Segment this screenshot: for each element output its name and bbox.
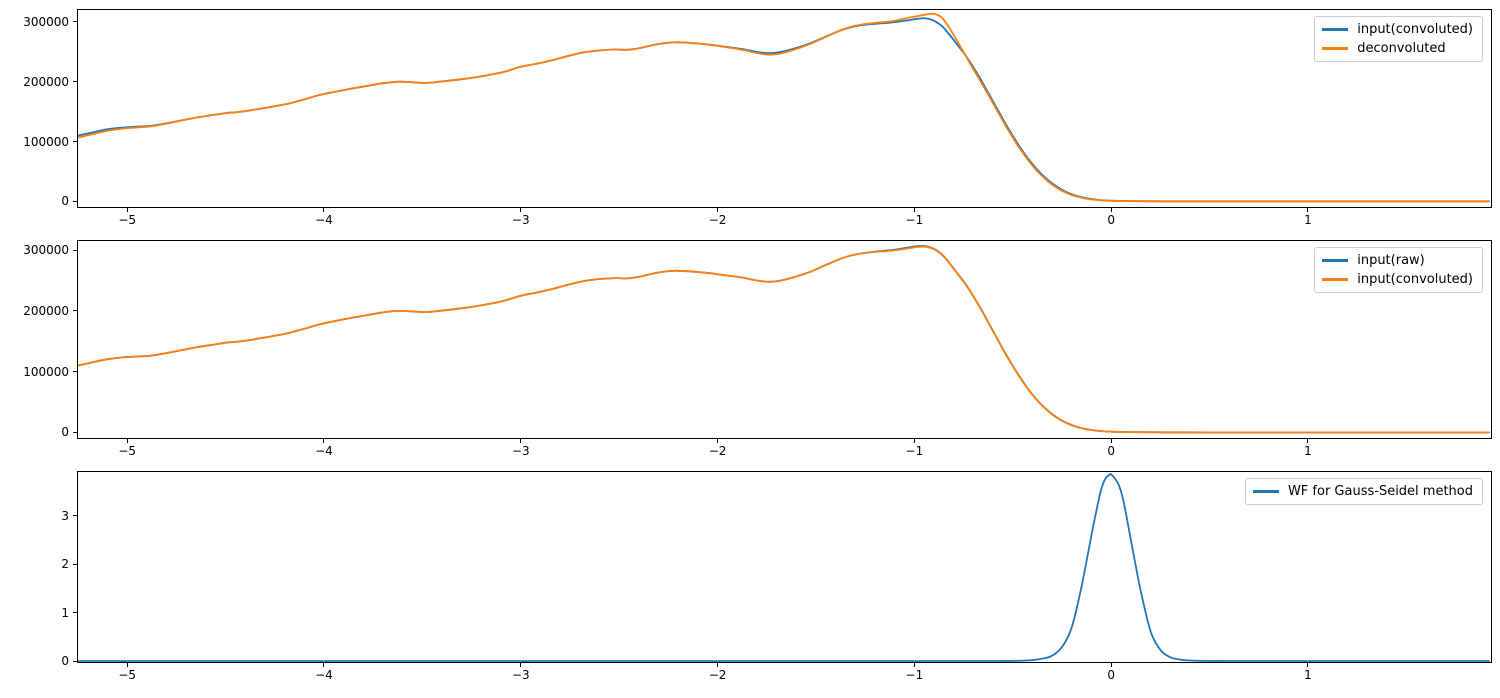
x-tick-label: 0 xyxy=(1107,444,1115,458)
subplot-1-legend: input(convoluted) deconvoluted xyxy=(1314,16,1483,62)
x-tick-mark xyxy=(913,208,915,212)
subplot-2-legend: input(raw) input(convoluted) xyxy=(1314,247,1483,293)
legend-line-sample xyxy=(1322,47,1349,50)
x-tick-label: −5 xyxy=(118,213,137,227)
legend-line-sample xyxy=(1252,490,1279,493)
x-tick-label: −3 xyxy=(511,213,530,227)
y-tick-label: 100000 xyxy=(23,364,69,379)
subplot-2-canvas xyxy=(78,244,1490,434)
x-tick-label: −3 xyxy=(511,444,530,458)
x-tick-mark xyxy=(323,439,325,443)
y-tick-mark xyxy=(73,81,77,83)
x-tick-label: 0 xyxy=(1107,213,1115,227)
legend-line-sample xyxy=(1322,28,1349,31)
y-tick-label: 100000 xyxy=(23,134,69,149)
x-tick-mark xyxy=(1110,439,1112,443)
subplot-3-axes: WF for Gauss-Seidel method −5 −4 −3 −2 −1 0 1 0… xyxy=(61,471,1492,682)
y-tick-label: 2 xyxy=(61,557,69,572)
y-tick-mark xyxy=(73,21,77,23)
legend-entry: deconvoluted xyxy=(1322,41,1473,56)
x-tick-mark xyxy=(1110,663,1112,667)
x-tick-label: 0 xyxy=(1107,668,1115,682)
x-tick-mark xyxy=(717,663,719,667)
x-tick-mark xyxy=(126,663,128,667)
legend-entry: WF for Gauss-Seidel method xyxy=(1252,484,1473,499)
legend-label: input(convoluted) xyxy=(1357,22,1473,37)
x-tick-mark xyxy=(1307,208,1309,212)
legend-label: WF for Gauss-Seidel method xyxy=(1287,484,1473,499)
x-tick-mark xyxy=(520,439,522,443)
subplot-3-canvas xyxy=(78,472,1490,662)
legend-line-sample xyxy=(1322,278,1349,281)
y-tick-mark xyxy=(73,563,77,565)
legend-label: input(convoluted) xyxy=(1357,272,1473,287)
y-tick-label: 0 xyxy=(61,194,69,209)
y-tick-label: 300000 xyxy=(23,243,69,258)
subplot-1-axes: input(convoluted) deconvoluted −5 −4 −3 −2 −… xyxy=(23,9,1492,227)
x-tick-mark xyxy=(323,208,325,212)
y-tick-mark xyxy=(73,200,77,202)
x-tick-label: −2 xyxy=(708,444,727,458)
x-tick-label: −4 xyxy=(315,444,333,458)
y-tick-label: 1 xyxy=(61,605,69,620)
x-tick-label: −4 xyxy=(315,213,333,227)
x-tick-mark xyxy=(1307,439,1309,443)
x-tick-mark xyxy=(1307,663,1309,667)
x-tick-label: −4 xyxy=(315,668,333,682)
y-tick-label: 300000 xyxy=(23,14,69,29)
subplot-2-axes: input(raw) input(convoluted) −5 −4 −3 −2 −1 0… xyxy=(23,240,1492,458)
legend-label: deconvoluted xyxy=(1357,41,1446,56)
x-tick-mark xyxy=(126,439,128,443)
y-tick-mark xyxy=(73,371,77,373)
x-tick-mark xyxy=(126,208,128,212)
x-tick-label: −1 xyxy=(905,668,924,682)
y-tick-label: 0 xyxy=(61,425,69,440)
series-line-deconvoluted xyxy=(78,12,1490,203)
y-tick-mark xyxy=(73,249,77,251)
x-tick-mark xyxy=(1110,208,1112,212)
x-tick-label: −5 xyxy=(118,444,137,458)
x-tick-mark xyxy=(520,208,522,212)
x-tick-mark xyxy=(323,663,325,667)
y-tick-mark xyxy=(73,431,77,433)
legend-line-sample xyxy=(1322,259,1349,262)
x-tick-mark xyxy=(913,439,915,443)
x-tick-mark xyxy=(717,208,719,212)
x-tick-label: −1 xyxy=(905,444,924,458)
legend-entry: input(convoluted) xyxy=(1322,22,1473,37)
x-tick-mark xyxy=(717,439,719,443)
y-tick-label: 3 xyxy=(61,508,69,523)
y-tick-mark xyxy=(73,612,77,614)
y-tick-label: 0 xyxy=(61,654,69,669)
series-line-input-convoluted- xyxy=(78,245,1490,434)
y-tick-label: 200000 xyxy=(23,303,69,318)
x-tick-label: −3 xyxy=(511,668,530,682)
x-tick-label: −5 xyxy=(118,668,137,682)
y-tick-mark xyxy=(73,141,77,143)
y-tick-mark xyxy=(73,660,77,662)
x-tick-label: −2 xyxy=(708,668,727,682)
subplot-1-canvas xyxy=(78,12,1490,203)
legend-entry: input(raw) xyxy=(1322,253,1473,268)
series-line-input-raw- xyxy=(78,244,1490,434)
x-tick-label: 1 xyxy=(1304,668,1312,682)
y-tick-mark xyxy=(73,310,77,312)
x-tick-mark xyxy=(520,663,522,667)
subplot-3-legend: WF for Gauss-Seidel method xyxy=(1244,478,1483,505)
x-tick-label: 1 xyxy=(1304,213,1312,227)
x-tick-label: 1 xyxy=(1304,444,1312,458)
x-tick-label: −1 xyxy=(905,213,924,227)
legend-label: input(raw) xyxy=(1357,253,1425,268)
series-line-wf-for-gauss-seidel-method xyxy=(78,472,1490,662)
x-tick-mark xyxy=(913,663,915,667)
legend-entry: input(convoluted) xyxy=(1322,272,1473,287)
series-line-input-convoluted- xyxy=(78,17,1490,203)
x-tick-label: −2 xyxy=(708,213,727,227)
y-tick-label: 200000 xyxy=(23,74,69,89)
y-tick-mark xyxy=(73,515,77,517)
